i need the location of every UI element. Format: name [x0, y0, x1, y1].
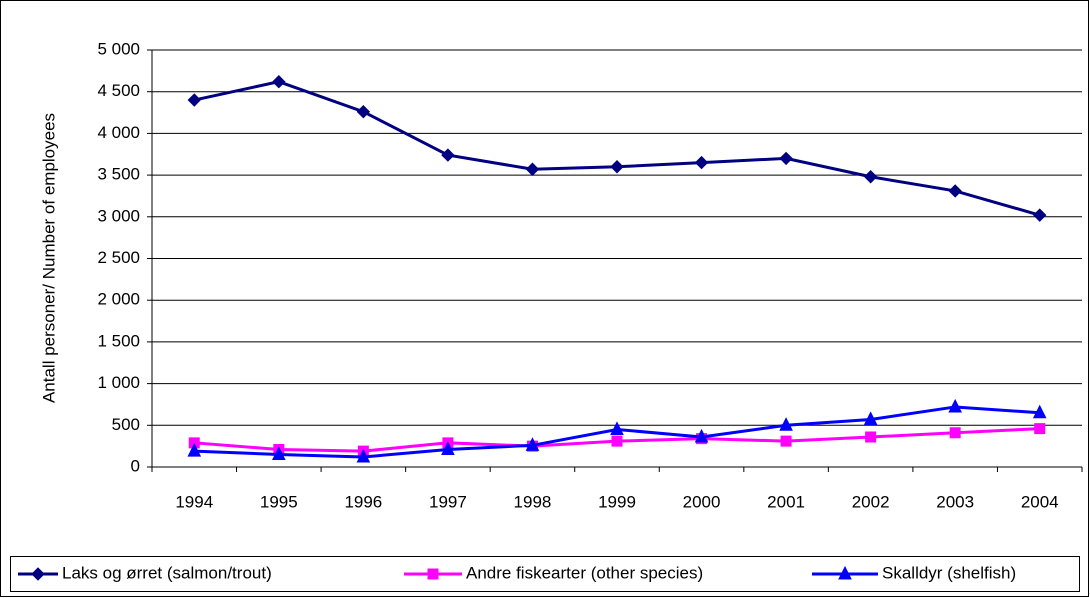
x-tick-label: 1999: [598, 492, 636, 511]
data-point: [187, 93, 201, 107]
data-point: [441, 441, 455, 455]
data-point: [611, 435, 623, 447]
y-tick-label: 2 500: [97, 248, 140, 267]
data-point: [694, 155, 709, 170]
data-point: [188, 437, 200, 449]
data-point: [525, 162, 540, 176]
y-tick-label: 5 000: [97, 39, 140, 58]
y-tick-label: 0: [131, 456, 140, 475]
y-tick-label: 3 000: [97, 206, 140, 225]
x-tick-label: 2000: [683, 492, 721, 511]
y-tick-label: 4 500: [97, 81, 140, 100]
data-point: [694, 428, 709, 443]
data-point: [948, 398, 962, 413]
x-tick-label: 2003: [936, 492, 974, 511]
data-point: [1034, 423, 1046, 435]
data-point: [780, 435, 792, 447]
data-point: [863, 170, 878, 184]
x-tick-label: 2002: [852, 492, 890, 511]
data-point: [949, 427, 961, 439]
legend-label: Andre fiskearter (other species): [466, 563, 703, 582]
data-point: [948, 184, 962, 198]
data-point: [610, 421, 624, 435]
data-point: [610, 160, 624, 174]
data-point: [356, 448, 371, 463]
data-point: [1032, 404, 1047, 419]
data-point: [863, 411, 878, 425]
data-point: [272, 446, 286, 460]
data-point: [356, 105, 371, 119]
data-point: [779, 417, 793, 431]
data-point: [272, 74, 286, 89]
y-tick-label: 3 500: [97, 165, 140, 184]
x-tick-label: 2004: [1021, 492, 1059, 511]
legend-label: Skalldyr (shelfish): [882, 563, 1016, 582]
data-point: [187, 443, 202, 457]
data-point: [779, 151, 793, 166]
y-tick-label: 500: [112, 415, 140, 434]
y-tick-label: 4 000: [97, 123, 140, 142]
x-tick-label: 2001: [767, 492, 805, 511]
x-tick-label: 1997: [429, 492, 467, 511]
y-tick-label: 1 500: [97, 331, 140, 350]
data-point: [1033, 208, 1047, 222]
data-point: [865, 431, 877, 443]
x-tick-label: 1995: [260, 492, 298, 511]
legend-label: Laks og ørret (salmon/trout): [62, 563, 272, 582]
x-tick-label: 1996: [344, 492, 382, 511]
y-tick-label: 1 000: [97, 373, 140, 392]
y-axis-label: Antall personer/ Number of employees: [39, 113, 58, 403]
data-point: [441, 148, 455, 162]
legend-marker: [31, 567, 45, 581]
legend-box: [10, 556, 1080, 592]
x-tick-label: 1994: [175, 492, 213, 511]
y-tick-label: 2 000: [97, 290, 140, 309]
legend-marker: [838, 565, 852, 580]
legend-marker: [427, 568, 439, 580]
x-tick-label: 1998: [514, 492, 552, 511]
data-point: [525, 437, 540, 451]
